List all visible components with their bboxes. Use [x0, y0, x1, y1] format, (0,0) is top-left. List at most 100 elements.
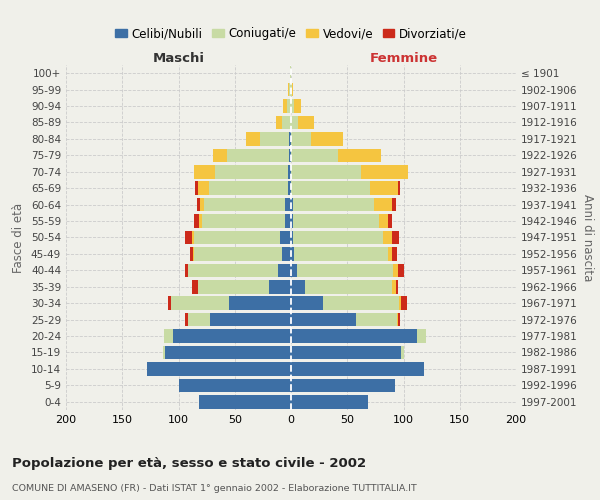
Bar — [277, 116, 282, 129]
Bar — [291, 378, 395, 392]
Text: Femmine: Femmine — [370, 52, 437, 65]
Bar — [164, 330, 173, 343]
Bar — [295, 100, 301, 113]
Bar — [323, 296, 399, 310]
Bar — [185, 264, 187, 277]
Bar — [417, 330, 426, 343]
Bar — [193, 247, 194, 260]
Bar — [392, 280, 395, 293]
Bar — [147, 362, 291, 376]
Bar — [286, 198, 291, 211]
Bar — [170, 296, 229, 310]
Text: Popolazione per età, sesso e stato civile - 2002: Popolazione per età, sesso e stato civil… — [12, 458, 366, 470]
Bar — [282, 116, 291, 129]
Bar — [196, 182, 197, 195]
Bar — [305, 280, 392, 293]
Bar — [197, 182, 209, 195]
Bar — [291, 100, 295, 113]
Bar — [296, 264, 394, 277]
Y-axis label: Fasce di età: Fasce di età — [13, 202, 25, 272]
Bar — [399, 296, 401, 310]
Bar — [383, 231, 392, 244]
Bar — [370, 182, 398, 195]
Bar — [187, 264, 277, 277]
Bar — [277, 264, 291, 277]
Bar — [205, 198, 286, 211]
Bar — [291, 247, 295, 260]
Bar — [397, 313, 398, 326]
Bar — [287, 165, 291, 178]
Bar — [356, 313, 397, 326]
Bar — [291, 132, 311, 145]
Bar — [209, 182, 287, 195]
Bar — [394, 264, 398, 277]
Bar — [199, 214, 202, 228]
Bar — [194, 165, 215, 178]
Bar — [379, 214, 388, 228]
Bar — [202, 214, 286, 228]
Bar — [388, 247, 392, 260]
Bar — [398, 313, 400, 326]
Bar — [311, 132, 343, 145]
Bar — [197, 280, 269, 293]
Bar — [398, 264, 404, 277]
Bar — [401, 346, 404, 359]
Bar — [179, 378, 291, 392]
Bar — [361, 165, 408, 178]
Bar — [291, 198, 293, 211]
Y-axis label: Anni di nascita: Anni di nascita — [581, 194, 594, 281]
Bar — [185, 313, 187, 326]
Bar — [401, 296, 407, 310]
Bar — [287, 182, 291, 195]
Bar — [199, 395, 291, 408]
Legend: Celibi/Nubili, Coniugati/e, Vedovi/e, Divorziati/e: Celibi/Nubili, Coniugati/e, Vedovi/e, Di… — [110, 22, 472, 45]
Bar — [392, 198, 395, 211]
Bar — [291, 116, 298, 129]
Bar — [298, 116, 314, 129]
Bar — [289, 148, 291, 162]
Text: Maschi: Maschi — [152, 52, 205, 65]
Bar — [293, 198, 374, 211]
Bar — [392, 247, 397, 260]
Bar — [291, 395, 367, 408]
Bar — [295, 247, 388, 260]
Bar — [194, 214, 199, 228]
Bar — [395, 280, 398, 293]
Bar — [291, 313, 356, 326]
Bar — [291, 231, 293, 244]
Bar — [269, 280, 291, 293]
Bar — [280, 231, 291, 244]
Bar — [169, 296, 170, 310]
Bar — [293, 214, 379, 228]
Bar — [210, 313, 291, 326]
Bar — [287, 100, 291, 113]
Bar — [338, 148, 381, 162]
Bar — [260, 132, 289, 145]
Bar — [282, 247, 291, 260]
Bar — [398, 182, 400, 195]
Bar — [374, 198, 392, 211]
Bar — [227, 148, 289, 162]
Bar — [291, 280, 305, 293]
Bar — [291, 83, 292, 96]
Bar — [289, 132, 291, 145]
Bar — [192, 280, 197, 293]
Bar — [291, 214, 293, 228]
Bar — [291, 148, 338, 162]
Bar — [283, 100, 287, 113]
Bar — [290, 66, 291, 80]
Bar — [388, 214, 392, 228]
Bar — [293, 231, 383, 244]
Text: COMUNE DI AMASENO (FR) - Dati ISTAT 1° gennaio 2002 - Elaborazione TUTTITALIA.IT: COMUNE DI AMASENO (FR) - Dati ISTAT 1° g… — [12, 484, 417, 493]
Bar — [194, 247, 282, 260]
Bar — [229, 296, 291, 310]
Bar — [291, 346, 401, 359]
Bar — [165, 346, 291, 359]
Bar — [187, 313, 210, 326]
Bar — [291, 296, 323, 310]
Bar — [291, 264, 296, 277]
Bar — [214, 148, 227, 162]
Bar — [291, 330, 417, 343]
Bar — [246, 132, 260, 145]
Bar — [291, 182, 370, 195]
